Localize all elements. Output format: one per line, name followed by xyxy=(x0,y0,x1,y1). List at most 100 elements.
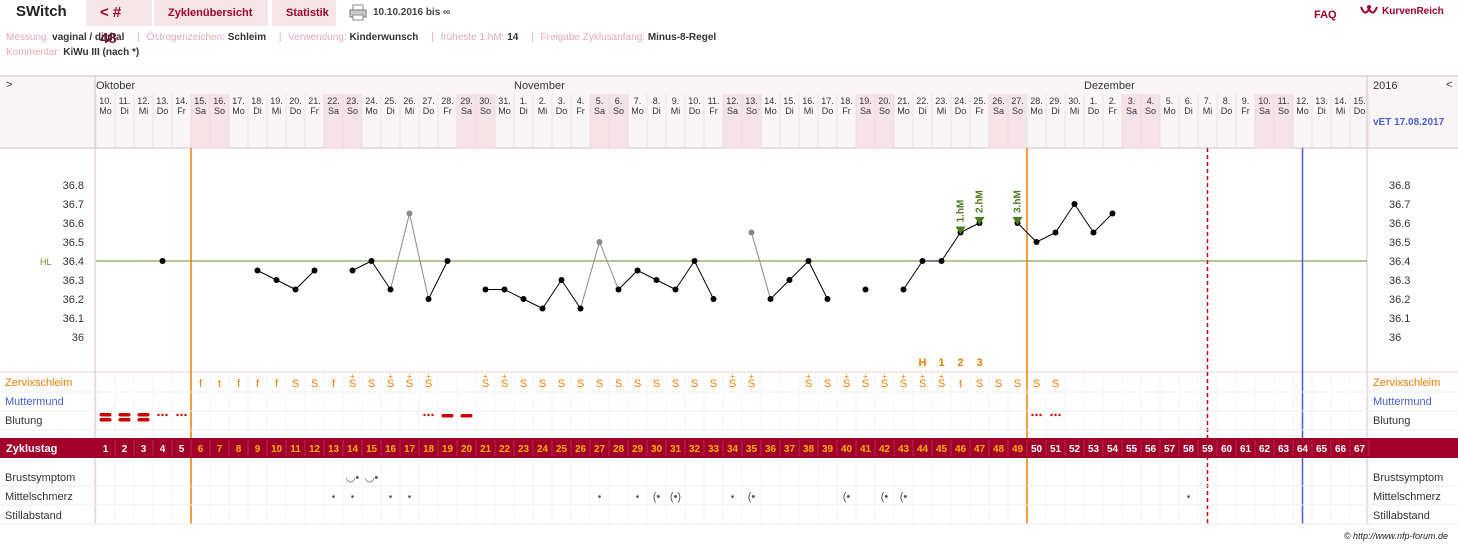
cervix-row-label-left: Zervixschleim xyxy=(5,377,72,389)
cycle-day-number: 37 xyxy=(784,444,796,455)
day-date: 12. xyxy=(137,96,150,106)
day-weekday: Fr xyxy=(842,106,851,116)
bleeding-light-mark xyxy=(1058,413,1061,417)
day-weekday: Sa xyxy=(1259,106,1270,116)
temperature-point[interactable] xyxy=(634,267,641,274)
day-weekday: Mi xyxy=(272,106,282,116)
excluded-segment xyxy=(409,213,429,300)
brand-logo-text[interactable]: KurvenReich xyxy=(1382,6,1444,17)
temperature-point[interactable] xyxy=(900,286,907,293)
cycle-day-number: 57 xyxy=(1164,444,1176,455)
bleeding-light-mark xyxy=(1039,413,1042,417)
temperature-point[interactable] xyxy=(691,258,698,264)
cycle-day-number: 26 xyxy=(575,444,587,455)
cycle-overview-tab[interactable]: Zyklenübersicht xyxy=(154,0,268,26)
midpain-mark: • xyxy=(598,492,602,503)
cover-line-label: HL xyxy=(40,257,52,267)
temperature-point[interactable] xyxy=(919,258,926,264)
weekend-shade xyxy=(742,94,761,148)
temperature-point[interactable] xyxy=(824,296,831,302)
temperature-point[interactable] xyxy=(672,286,679,293)
print-icon[interactable] xyxy=(349,4,367,21)
temperature-point[interactable] xyxy=(615,286,622,293)
temperature-point[interactable] xyxy=(710,296,717,302)
high-measurement-label: 2.hM xyxy=(975,190,986,213)
day-weekday: So xyxy=(613,106,624,116)
cycle-day-number: 60 xyxy=(1221,444,1233,455)
temperature-point[interactable] xyxy=(1109,210,1116,217)
day-date: 18. xyxy=(251,96,264,106)
midpain-mark: (• xyxy=(881,491,889,503)
cycle-number-button[interactable]: < # 48 xyxy=(86,0,152,47)
weekend-shade xyxy=(1274,94,1293,148)
day-weekday: Do xyxy=(689,106,701,116)
temperature-point[interactable] xyxy=(444,258,451,264)
statistics-tab[interactable]: Statistik xyxy=(272,0,336,26)
temperature-point[interactable] xyxy=(387,286,394,293)
temperature-point[interactable] xyxy=(558,277,565,283)
cervix-value: S xyxy=(919,378,926,390)
y-tick-label-left: 36.2 xyxy=(63,294,84,306)
scroll-left-arrow[interactable]: > xyxy=(6,79,12,91)
temperature-point[interactable] xyxy=(805,258,812,264)
day-date: 24. xyxy=(365,96,378,106)
temperature-point[interactable] xyxy=(368,258,375,264)
day-date: 15. xyxy=(194,96,207,106)
bleeding-row-label-left: Blutung xyxy=(5,415,42,427)
temperature-point[interactable] xyxy=(292,286,299,293)
high-measurement-marker xyxy=(974,217,985,225)
day-date: 23. xyxy=(935,96,948,106)
cervix-plus: + xyxy=(350,372,355,381)
temperature-point[interactable] xyxy=(596,239,603,245)
day-weekday: Fr xyxy=(177,106,186,116)
cycle-day-number: 64 xyxy=(1297,444,1309,455)
temperature-point[interactable] xyxy=(748,229,755,236)
cervix-value: S xyxy=(881,378,888,390)
temperature-point[interactable] xyxy=(254,267,261,274)
temperature-point[interactable] xyxy=(159,258,166,264)
temperature-point[interactable] xyxy=(520,296,527,302)
temperature-point[interactable] xyxy=(938,258,945,264)
day-date: 26. xyxy=(992,96,1005,106)
scroll-right-arrow[interactable]: < xyxy=(1446,79,1452,91)
temperature-point[interactable] xyxy=(653,277,660,283)
temperature-point[interactable] xyxy=(786,277,793,283)
estrogen-value: Schleim xyxy=(227,32,267,43)
cycle-info: Messung: vaginal / digital | Östrogenzei… xyxy=(6,30,722,60)
bleeding-heavy-mark xyxy=(99,418,112,422)
day-date: 12. xyxy=(726,96,739,106)
midpain-mark: • xyxy=(332,492,336,503)
cycle-day-number: 43 xyxy=(898,444,910,455)
temperature-point[interactable] xyxy=(349,267,356,274)
temperature-point[interactable] xyxy=(406,210,413,217)
cycle-day-number: 45 xyxy=(936,444,948,455)
temperature-point[interactable] xyxy=(1071,201,1078,207)
temperature-point[interactable] xyxy=(425,296,432,302)
excluded-segment xyxy=(751,232,771,300)
temperature-point[interactable] xyxy=(311,267,318,274)
temperature-point[interactable] xyxy=(273,277,280,283)
day-weekday: Mi xyxy=(1070,106,1080,116)
cycle-day-number: 27 xyxy=(594,444,606,455)
cervix-value: S xyxy=(976,378,983,390)
temperature-point[interactable] xyxy=(767,296,774,302)
day-date: 30. xyxy=(1068,96,1081,106)
temperature-point[interactable] xyxy=(577,305,584,312)
excluded-segment xyxy=(599,241,619,290)
cycle-day-bar xyxy=(0,438,1458,458)
temperature-point[interactable] xyxy=(501,286,508,293)
temperature-point[interactable] xyxy=(1090,229,1097,236)
temperature-point[interactable] xyxy=(862,286,869,293)
day-date: 9. xyxy=(1242,96,1250,106)
cycle-day-number: 8 xyxy=(236,444,242,455)
day-weekday: So xyxy=(1278,106,1289,116)
temperature-point[interactable] xyxy=(1033,239,1040,245)
faq-link[interactable]: FAQ xyxy=(1314,9,1337,21)
temperature-point[interactable] xyxy=(482,286,489,293)
cycle-day-number: 32 xyxy=(689,444,701,455)
temperature-point[interactable] xyxy=(539,305,546,312)
cycle-day-number: 21 xyxy=(480,444,492,455)
cervix-plus: + xyxy=(882,372,887,381)
temperature-point[interactable] xyxy=(1052,229,1059,236)
